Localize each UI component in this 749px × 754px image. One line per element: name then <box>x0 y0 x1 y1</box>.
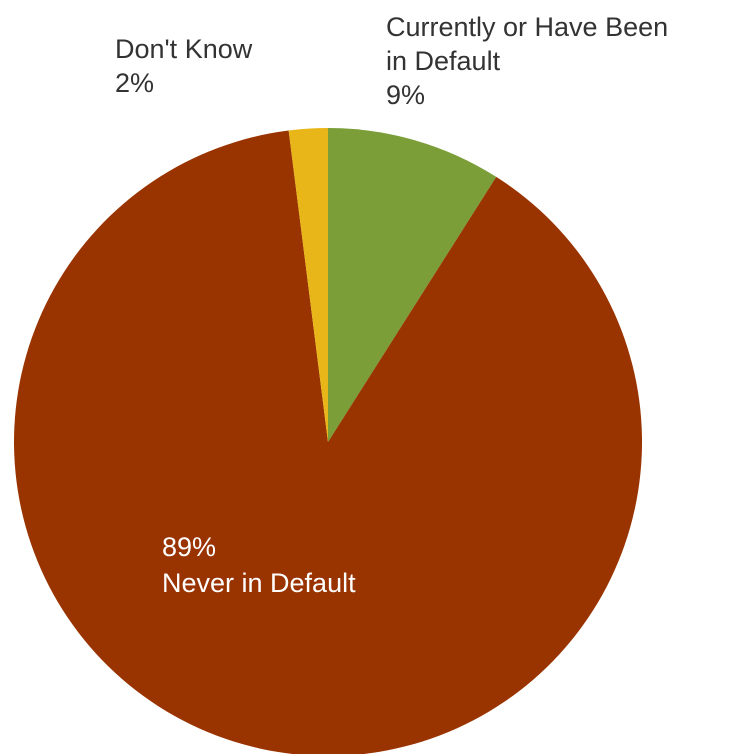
slice-label-dont-know-line-1: Don't Know <box>115 34 253 64</box>
slice-label-currently-in-default: Currently or Have Been in Default 9% <box>386 12 676 110</box>
slice-value-label-never-in-default: 89% <box>162 532 216 562</box>
slice-label-never-in-default-line-1: Never in Default <box>162 568 356 598</box>
pie-slice-never-in-default <box>14 130 642 754</box>
slice-label-never-in-default: 89% Never in Default <box>162 532 356 598</box>
slice-label-dont-know: Don't Know 2% <box>115 34 260 98</box>
pie-slice-currently-or-have-been-in-default <box>328 128 497 442</box>
pie-labels: Currently or Have Been in Default 9% Don… <box>115 12 676 598</box>
slice-value-label-dont-know: 2% <box>115 68 154 98</box>
pie-slices <box>14 128 642 754</box>
slice-value-label-currently-in-default: 9% <box>386 80 425 110</box>
slice-label-currently-in-default-line-2: in Default <box>386 46 501 76</box>
slice-label-currently-in-default-line-1: Currently or Have Been <box>386 12 668 42</box>
pie-slice-don-t-know <box>288 128 328 442</box>
